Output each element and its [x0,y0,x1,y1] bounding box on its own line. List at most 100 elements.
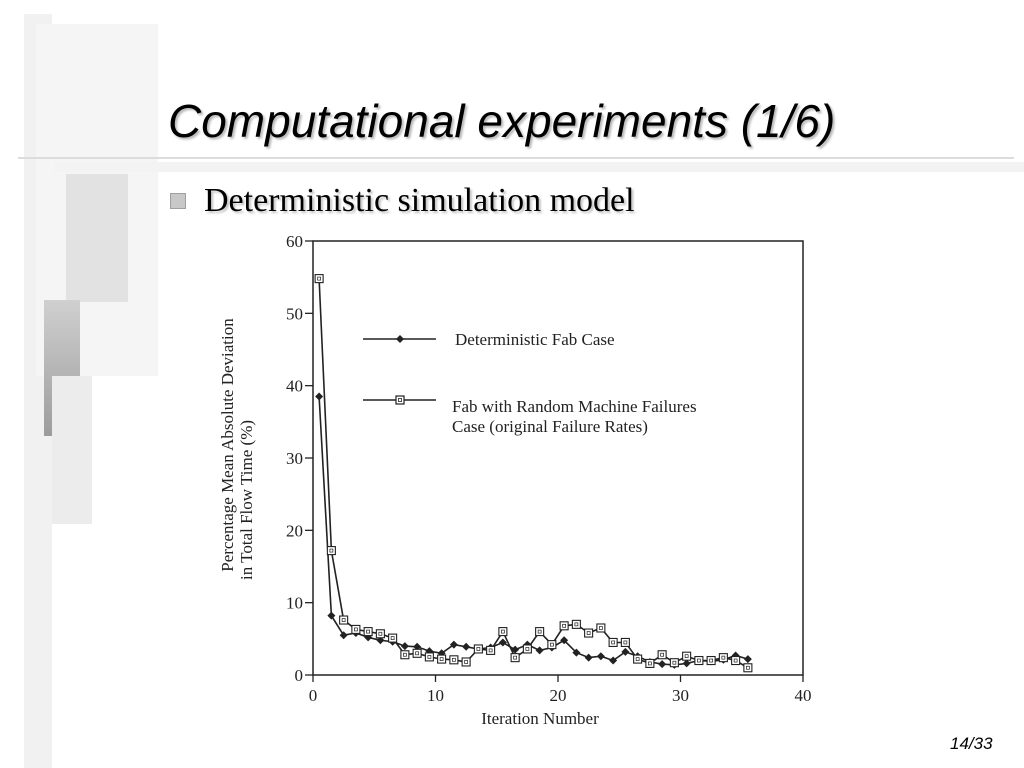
data-point-random-failures [339,615,349,625]
data-point-deterministic [535,646,544,655]
data-point-inner [660,652,664,657]
data-point-deterministic [498,638,507,647]
y-tick-label: 10 [286,594,303,613]
data-point-random-failures [743,663,753,673]
data-point-random-failures [363,627,373,637]
data-point-random-failures [498,627,508,637]
data-point-inner [501,629,505,634]
data-point-random-failures [351,624,361,634]
y-tick-label: 30 [286,449,303,468]
legend-label-deterministic: Deterministic Fab Case [455,330,615,349]
data-point-deterministic [327,611,336,620]
data-point-deterministic [658,660,667,669]
data-point-random-failures [388,633,398,643]
bullet-item: Deterministic simulation model [170,182,635,220]
data-point-inner [427,655,432,659]
bullet-square-icon [170,193,186,209]
data-point-random-failures [375,629,385,639]
data-point-deterministic [449,640,458,649]
data-point-random-failures [596,623,606,633]
data-point-random-failures [535,627,545,637]
legend: Deterministic Fab Case Fab with Random M… [363,330,697,436]
data-point-deterministic [462,642,471,651]
data-point-inner [746,665,750,670]
y-tick-label: 20 [286,521,303,540]
data-point-inner [635,657,640,661]
y-axis-label-line1: Percentage Mean Absolute Deviation [218,318,237,572]
y-tick-label: 60 [286,232,303,251]
data-point-inner [464,660,468,664]
data-point-inner [390,636,395,640]
legend-label-random-failures-line1: Fab with Random Machine Failures [452,397,697,416]
data-point-inner [733,658,738,663]
data-point-inner [366,629,370,634]
x-tick-label: 0 [309,686,318,705]
data-point-inner [697,658,701,663]
data-point-inner [684,654,689,659]
data-point-deterministic [584,653,593,662]
title-divider [18,157,1014,159]
data-point-deterministic [572,648,581,657]
data-point-random-failures [706,655,716,666]
legend-marker-deterministic [396,335,404,343]
data-point-inner [403,652,407,657]
data-point-inner [488,648,493,653]
data-point-inner [574,622,579,627]
data-point-inner [537,629,542,634]
series-layer [314,274,753,673]
data-point-deterministic [609,656,618,665]
data-point-random-failures [694,655,704,666]
data-point-inner [341,618,346,622]
data-point-random-failures [620,637,630,648]
data-point-random-failures [486,645,496,655]
data-point-random-failures [731,655,741,666]
data-point-inner [317,276,321,281]
data-point-random-failures [412,648,422,658]
data-point-inner [415,651,419,656]
data-point-random-failures [326,546,336,556]
data-point-deterministic [596,652,605,661]
data-point-inner [599,626,603,630]
data-point-deterministic [560,636,569,645]
y-tick-label: 40 [286,377,303,396]
decor-bar-5 [52,376,92,524]
x-tick-label: 20 [550,686,567,705]
data-point-inner [648,661,652,666]
y-axis-label-line2: in Total Flow Time (%) [237,420,256,580]
data-point-inner [439,657,444,661]
data-point-random-failures [510,653,520,663]
data-point-random-failures [682,651,692,661]
y-tick-label: 0 [295,666,304,685]
legend-label-random-failures-line2: Case (original Failure Rates) [452,417,648,436]
data-point-random-failures [547,640,557,650]
data-point-random-failures [608,637,618,648]
plot-frame [312,240,804,676]
data-point-inner [452,657,456,662]
slide-number: 14/33 [950,734,993,753]
data-point-deterministic [339,631,348,640]
data-point-deterministic [743,655,752,664]
data-point-inner [378,631,383,636]
x-tick-label: 10 [427,686,444,705]
data-point-inner [476,647,481,651]
data-point-random-failures [314,274,324,284]
series-line-0 [318,396,749,666]
data-point-inner [611,640,615,645]
data-point-random-failures [559,621,569,631]
data-point-deterministic [400,642,409,651]
data-point-inner [709,658,713,663]
data-point-inner [562,623,566,628]
data-point-inner [525,647,530,651]
data-point-deterministic [682,659,691,668]
data-point-inner [550,642,554,647]
x-axis-label: Iteration Number [481,709,599,728]
data-point-random-failures [437,654,447,664]
data-point-random-failures [424,652,434,662]
data-point-inner [672,660,677,665]
data-point-random-failures [645,658,655,668]
slide-title: Computational experiments (1/6) [168,95,836,147]
data-point-random-failures [571,619,581,629]
data-point-random-failures [522,644,532,654]
data-point-inner [586,631,591,635]
decor-bar-6 [54,162,1024,172]
